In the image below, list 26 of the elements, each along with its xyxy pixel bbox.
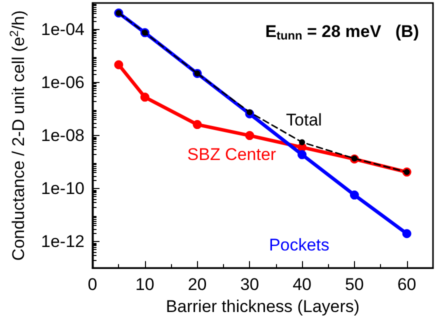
x-axis-title: Barrier thickness (Layers) <box>166 297 360 316</box>
y-tick-label: 1e-10 <box>41 179 84 198</box>
x-tick-label: 0 <box>88 275 98 294</box>
point <box>246 109 253 116</box>
x-tick-label: 10 <box>135 275 154 294</box>
point <box>192 120 202 130</box>
series-label: Total <box>286 110 322 130</box>
x-tick-label: 40 <box>292 275 312 294</box>
y-tick-label: 1e-12 <box>41 232 84 252</box>
y-tick-label: 1e-08 <box>41 126 84 146</box>
y-tick-label: 1e-04 <box>41 20 84 40</box>
point <box>114 60 124 70</box>
point <box>245 131 254 140</box>
series-label: SBZ Center <box>187 145 276 164</box>
x-tick-label: 60 <box>397 275 416 294</box>
point <box>140 92 150 102</box>
text: Pockets <box>268 236 330 255</box>
x-tick-label: 50 <box>344 275 364 294</box>
point <box>299 139 306 146</box>
y-axis-title: Conductance / 2-D unit cell (e2/h) <box>7 10 28 261</box>
point <box>402 229 412 238</box>
y-tick-label: 1e-06 <box>41 73 84 92</box>
x-tick-label: 20 <box>188 275 207 294</box>
point <box>298 150 307 160</box>
x-tick-label: 30 <box>240 275 260 294</box>
point <box>350 190 359 200</box>
